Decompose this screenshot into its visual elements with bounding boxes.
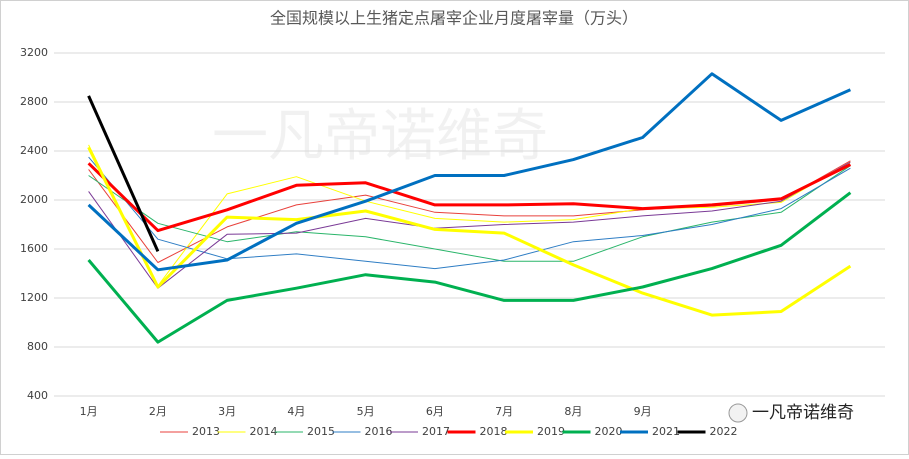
series-line — [88, 161, 851, 289]
x-tick-label: 5月 — [357, 405, 375, 418]
x-tick-label: 8月 — [564, 405, 582, 418]
series-line — [87, 95, 160, 253]
legend-label: 2021 — [652, 425, 680, 438]
x-tick-label: 1月 — [80, 405, 98, 418]
watermark: 一凡帝诺维奇 — [212, 104, 548, 169]
series-line — [88, 144, 851, 287]
y-tick-label: 3200 — [20, 46, 48, 59]
watermark-text: 一凡帝诺维奇 — [752, 403, 854, 423]
series-line — [87, 191, 852, 344]
y-tick-label: 2800 — [20, 95, 48, 108]
series-line — [87, 162, 852, 233]
legend-label: 2015 — [307, 425, 335, 438]
y-tick-label: 2400 — [20, 144, 48, 157]
series-line — [88, 165, 851, 262]
series-line — [87, 146, 852, 317]
series-line — [87, 72, 852, 272]
x-tick-label: 2月 — [149, 405, 167, 418]
chart-title: 全国规模以上生猪定点屠宰企业月度屠宰量（万头） — [270, 9, 638, 28]
legend-label: 2019 — [537, 425, 565, 438]
legend-label: 2020 — [595, 425, 623, 438]
y-tick-label: 400 — [27, 389, 48, 402]
legend-label: 2013 — [192, 425, 220, 438]
legend-label: 2022 — [710, 425, 738, 438]
legend-label: 2014 — [250, 425, 278, 438]
x-tick-label: 6月 — [426, 405, 444, 418]
legend-label: 2018 — [480, 425, 508, 438]
x-tick-label: 3月 — [218, 405, 236, 418]
y-tick-label: 1200 — [20, 291, 48, 304]
legend-label: 2017 — [422, 425, 450, 438]
y-tick-label: 1600 — [20, 242, 48, 255]
x-tick-label: 9月 — [634, 405, 652, 418]
legend-label: 2016 — [365, 425, 393, 438]
y-tick-label: 800 — [27, 340, 48, 353]
series-line — [88, 156, 851, 270]
x-tick-label: 7月 — [495, 405, 513, 418]
x-tick-label: 4月 — [287, 405, 305, 418]
y-tick-label: 2000 — [20, 193, 48, 206]
watermark-icon — [728, 403, 748, 423]
